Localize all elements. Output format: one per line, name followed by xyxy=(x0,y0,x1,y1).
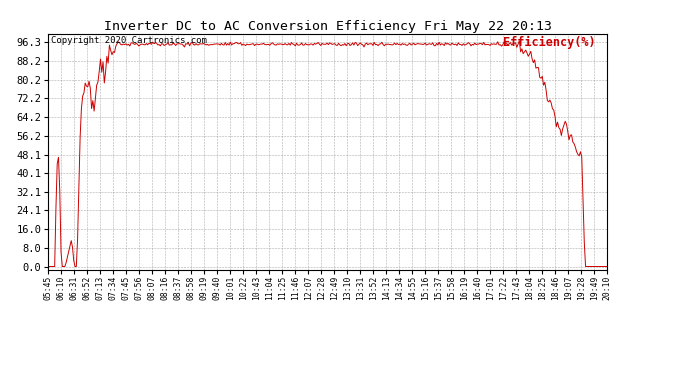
Text: Efficiency(%): Efficiency(%) xyxy=(504,36,596,49)
Title: Inverter DC to AC Conversion Efficiency Fri May 22 20:13: Inverter DC to AC Conversion Efficiency … xyxy=(104,20,552,33)
Text: Copyright 2020 Cartronics.com: Copyright 2020 Cartronics.com xyxy=(51,36,207,45)
